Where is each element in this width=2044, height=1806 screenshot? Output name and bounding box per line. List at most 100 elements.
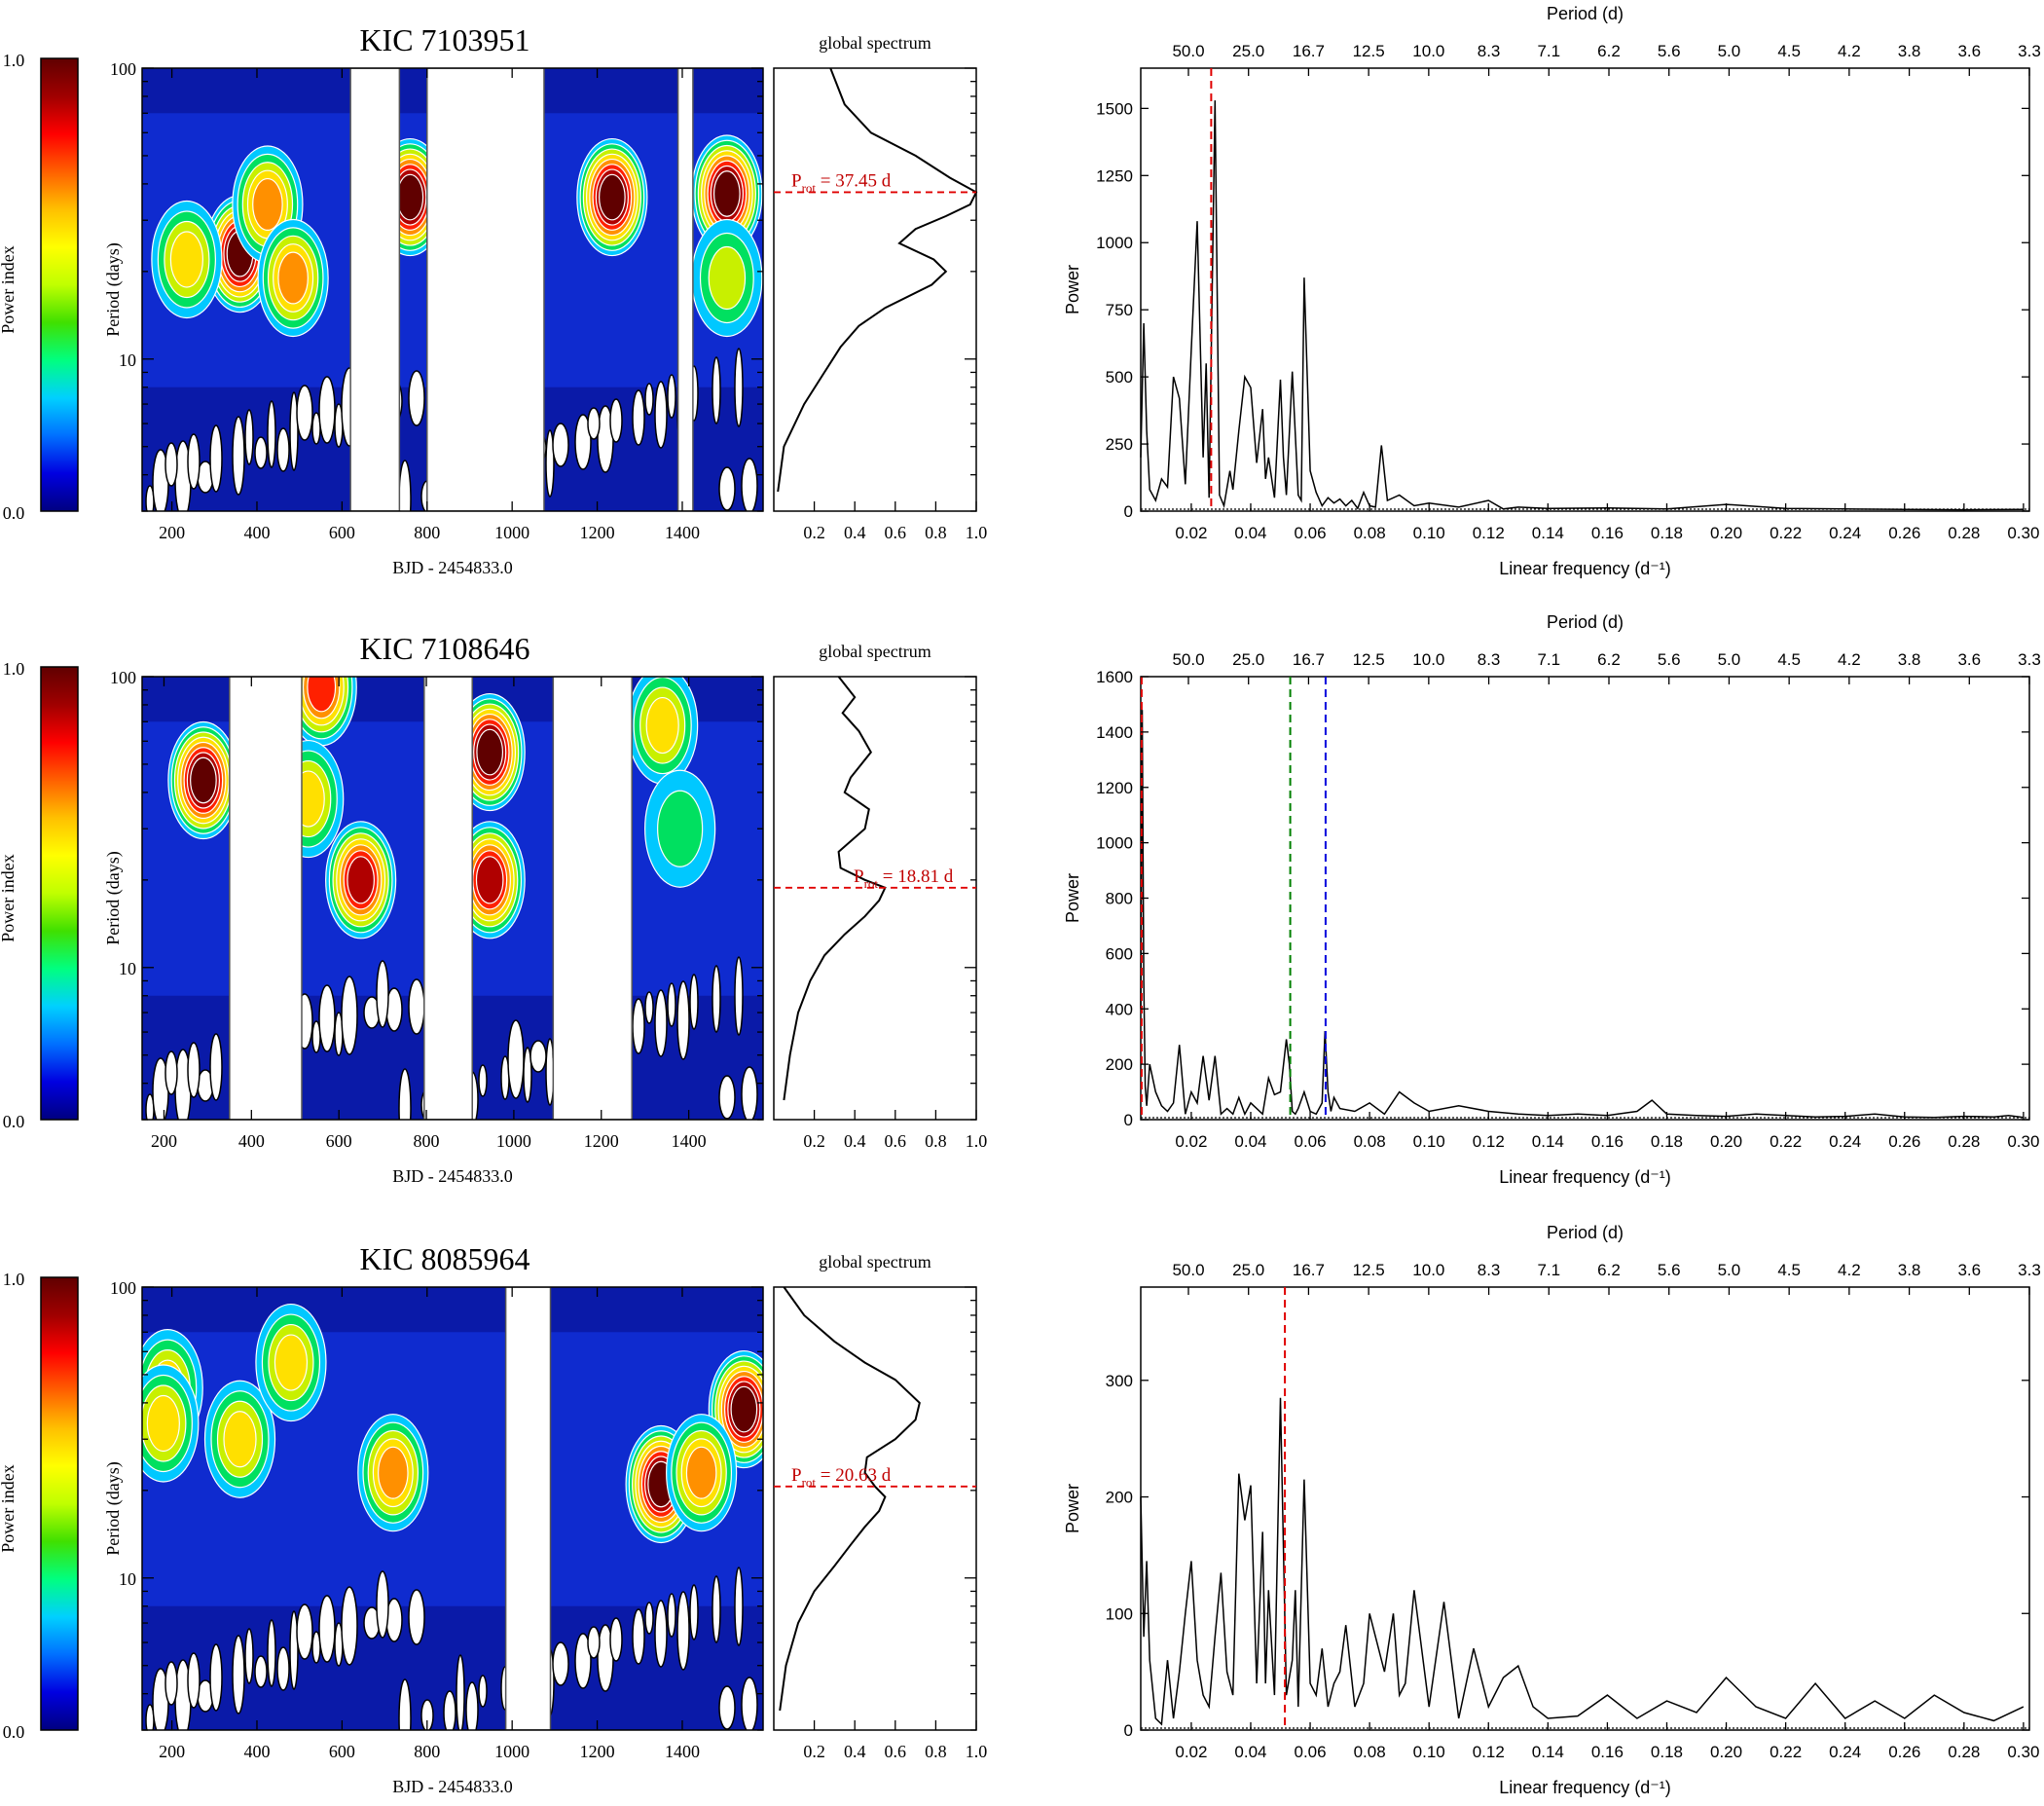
wavelet-noise-blob (734, 1566, 744, 1646)
periodogram-ytick-label: 1500 (1096, 99, 1133, 118)
periodogram-xtick-label: 0.20 (1710, 1132, 1742, 1151)
wavelet-xtick-label: 1400 (665, 1742, 700, 1761)
wavelet-noise-blob (609, 1617, 623, 1662)
periodogram-xtick-label: 0.28 (1948, 1743, 1980, 1761)
wavelet-power-contour (307, 677, 337, 713)
wavelet-power-contour (274, 1334, 309, 1391)
periodogram-top-tick-label: 4.2 (1838, 650, 1861, 669)
wavelet-xtick-label: 1000 (494, 1742, 529, 1761)
wavelet-noise-blob (408, 1589, 425, 1645)
global-xtick-label: 0.4 (844, 1131, 866, 1151)
periodogram-xtick-label: 0.08 (1354, 524, 1386, 542)
prot-label-subscript: rot (864, 876, 879, 891)
periodogram-top-tick-label: 7.1 (1537, 650, 1560, 669)
wavelet-ytick-label: 10 (119, 350, 136, 370)
wavelet-noise-blob (654, 989, 668, 1057)
global-xtick-label: 1.0 (966, 1742, 988, 1761)
wavelet-ylabel: Period (days) (103, 1461, 124, 1555)
periodogram-xtick-label: 0.14 (1532, 524, 1564, 542)
wavelet-noise-blob (667, 374, 676, 419)
periodogram-xtick-label: 0.04 (1234, 524, 1266, 542)
periodogram-xtick-label: 0.20 (1710, 1743, 1742, 1761)
wavelet-data-gap (552, 677, 633, 1120)
periodogram-top-tick-label: 50.0 (1172, 42, 1204, 60)
wavelet-noise-blob (398, 1068, 412, 1120)
wavelet-noise-blob (644, 383, 654, 416)
periodogram-frame (1140, 67, 2030, 512)
periodogram-top-tick-label: 6.2 (1597, 1261, 1621, 1279)
periodogram-ytick-label: 0 (1124, 1721, 1133, 1740)
wavelet-noise-blob (667, 1593, 676, 1638)
wavelet-frame (141, 67, 764, 512)
wavelet-noise-blob (667, 982, 676, 1027)
wavelet-noise-blob (187, 1042, 201, 1098)
periodogram-ytick-label: 200 (1106, 1489, 1133, 1507)
periodogram-xtick-label: 0.02 (1175, 524, 1207, 542)
wavelet-noise-blob (689, 974, 699, 1030)
periodogram-xtick-label: 0.24 (1829, 1743, 1861, 1761)
periodogram-top-tick-label: 8.3 (1478, 1261, 1501, 1279)
periodogram-xlabel: Linear frequency (d⁻¹) (1499, 559, 1671, 578)
periodogram-top-tick-label: 4.5 (1777, 650, 1801, 669)
periodogram-xlabel: Linear frequency (d⁻¹) (1499, 1778, 1671, 1797)
periodogram-top-tick-label: 25.0 (1232, 42, 1264, 60)
periodogram-top-tick-label: 5.0 (1718, 42, 1741, 60)
wavelet-noise-blob (507, 1019, 525, 1099)
wavelet-xlabel: BJD - 2454833.0 (392, 1777, 513, 1796)
periodogram-ytick-label: 750 (1106, 301, 1133, 319)
periodogram-xtick-label: 0.16 (1591, 1743, 1624, 1761)
wavelet-xtick-label: 800 (414, 1742, 440, 1761)
wavelet-power-contour (599, 173, 626, 221)
periodogram-ytick-label: 1200 (1096, 779, 1133, 797)
periodogram-top-tick-label: 7.1 (1537, 1261, 1560, 1279)
periodogram-xtick-label: 0.28 (1948, 1132, 1980, 1151)
prot-label: Prot = 18.81 d (854, 866, 954, 891)
wavelet-title: KIC 8085964 (359, 1241, 529, 1276)
global-spectrum-curve (779, 1286, 921, 1712)
wavelet-noise-blob (187, 433, 201, 490)
wavelet-noise-blob (545, 429, 555, 498)
periodogram-ytick-label: 1000 (1096, 234, 1133, 252)
wavelet-power-contour (378, 1446, 409, 1499)
periodogram-xtick-label: 0.04 (1234, 1132, 1266, 1151)
wavelet-noise-blob (689, 1584, 699, 1640)
wavelet-power-contour (169, 231, 203, 288)
wavelet-ytick-label: 100 (110, 59, 136, 79)
wavelet-noise-blob (465, 1681, 479, 1730)
wavelet-data-gap (423, 677, 473, 1120)
wavelet-xtick-label: 600 (329, 523, 355, 542)
global-xtick-label: 0.4 (844, 1742, 866, 1761)
periodogram-xtick-label: 0.08 (1354, 1132, 1386, 1151)
periodogram-top-tick-label: 3.6 (1957, 42, 1981, 60)
wavelet-frame (141, 676, 764, 1121)
periodogram-top-tick-label: 3.8 (1898, 1261, 1921, 1279)
periodogram-top-tick-label: 5.6 (1658, 1261, 1681, 1279)
global-spectrum-curve (783, 676, 887, 1101)
colorbar-bottom-label: 0.0 (3, 1112, 25, 1131)
periodogram-top-tick-label: 5.6 (1658, 650, 1681, 669)
colorbar-bottom-label: 0.0 (3, 503, 25, 523)
wavelet-data-gap (229, 677, 303, 1120)
periodogram-ytick-label: 1000 (1096, 834, 1133, 853)
wavelet-noise-blob (209, 424, 223, 493)
periodogram-xtick-label: 0.06 (1295, 1743, 1327, 1761)
periodogram-ytick-label: 1600 (1096, 668, 1133, 686)
wavelet-xtick-label: 1400 (665, 523, 700, 542)
wavelet-power-contour (190, 756, 217, 804)
wavelet-noise-blob (408, 370, 425, 426)
wavelet-noise-blob (741, 458, 758, 511)
periodogram-top-tick-label: 12.5 (1353, 42, 1385, 60)
periodogram-top-xlabel: Period (d) (1547, 1223, 1624, 1242)
wavelet-power-contour (475, 856, 504, 904)
wavelet-noise-blob (341, 1586, 358, 1666)
wavelet-noise-blob (232, 416, 245, 496)
global-frame (773, 676, 977, 1121)
wavelet-power-contour (223, 1411, 257, 1468)
wavelet-ytick-label: 100 (110, 1278, 136, 1298)
wavelet-noise-blob (644, 1602, 654, 1635)
global-xtick-label: 0.2 (803, 1131, 825, 1151)
periodogram-ytick-label: 0 (1124, 502, 1133, 521)
periodogram-xtick-label: 0.22 (1770, 1132, 1802, 1151)
periodogram-top-tick-label: 7.1 (1537, 42, 1560, 60)
